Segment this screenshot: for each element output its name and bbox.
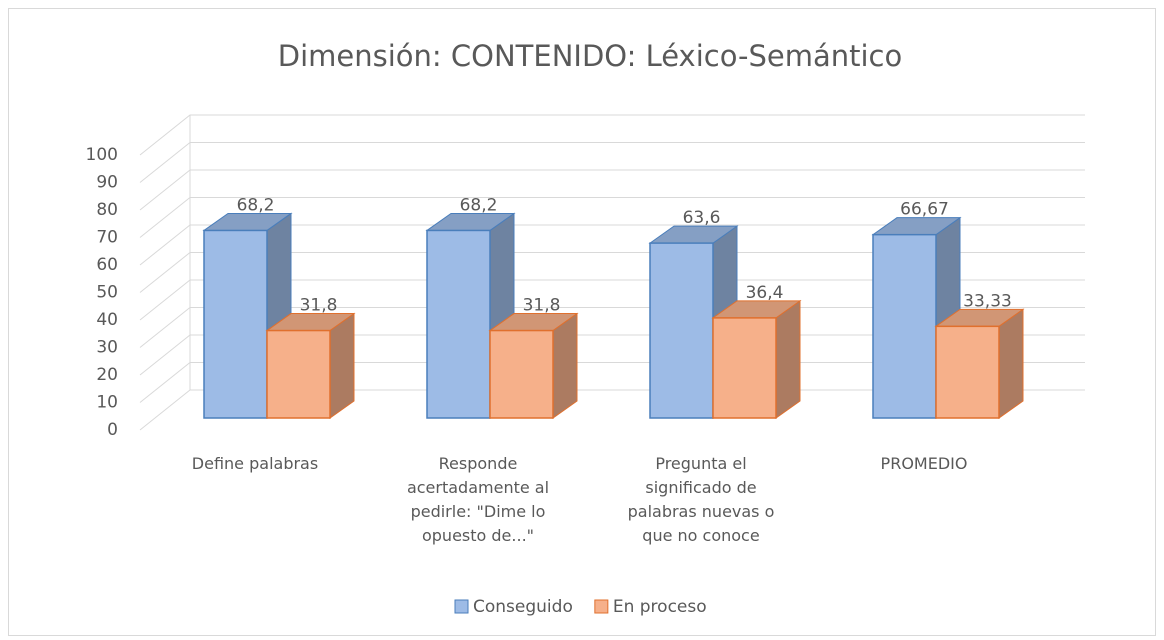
legend-swatch	[594, 599, 609, 614]
grid-line	[139, 142, 1085, 183]
y-tick-label: 80	[96, 200, 118, 220]
bar-front	[649, 242, 714, 419]
y-tick-label: 70	[96, 228, 118, 248]
value-label: 33,33	[963, 291, 1012, 311]
bar	[488, 312, 579, 419]
value-label: 68,2	[237, 195, 275, 215]
y-tick-label: 60	[96, 255, 118, 275]
bar	[265, 312, 356, 419]
value-label: 63,6	[683, 208, 721, 228]
x-tick-label: Responde acertadamente al pedirle: "Dime…	[406, 454, 550, 545]
x-tick-label: Define palabras	[191, 454, 319, 473]
bar-front	[426, 229, 491, 419]
y-tick-label: 100	[86, 145, 118, 165]
legend-swatch	[454, 599, 469, 614]
bar-front	[489, 329, 554, 419]
bar-front	[872, 233, 937, 419]
value-label: 36,4	[746, 283, 784, 303]
value-label: 66,67	[900, 200, 949, 220]
value-label: 31,8	[300, 296, 338, 316]
y-tick-label: 50	[96, 283, 118, 303]
grid-line	[139, 279, 1085, 321]
legend-label: Conseguido	[473, 597, 573, 617]
chart-title: Dimensión: CONTENIDO: Léxico-Semántico	[278, 39, 902, 73]
y-tick-label: 0	[107, 420, 118, 440]
bar	[711, 299, 802, 419]
bar-front	[203, 229, 268, 419]
value-label: 31,8	[523, 296, 561, 316]
bar-side	[998, 308, 1024, 419]
legend-label: En proceso	[613, 597, 707, 617]
y-tick-label: 90	[96, 173, 118, 193]
bar-side	[329, 312, 355, 419]
bar-side	[775, 299, 801, 419]
grid-line	[139, 197, 1085, 238]
y-tick-label: 40	[96, 310, 118, 330]
grid-line	[139, 224, 1085, 266]
value-label: 68,2	[460, 195, 498, 215]
grid-line	[139, 169, 1085, 211]
bar-front	[266, 329, 331, 419]
grid-line	[139, 252, 1085, 293]
y-tick-label: 30	[96, 338, 118, 358]
x-tick-label: Pregunta el significado de palabras nuev…	[627, 454, 775, 545]
bar-side	[552, 312, 578, 419]
bar	[934, 308, 1025, 419]
grid-line	[139, 114, 1085, 156]
bar-front	[935, 325, 1000, 419]
bar-front	[712, 317, 777, 419]
x-tick-label: PROMEDIO	[880, 454, 968, 473]
y-tick-label: 20	[96, 365, 118, 385]
y-tick-label: 10	[96, 393, 118, 413]
